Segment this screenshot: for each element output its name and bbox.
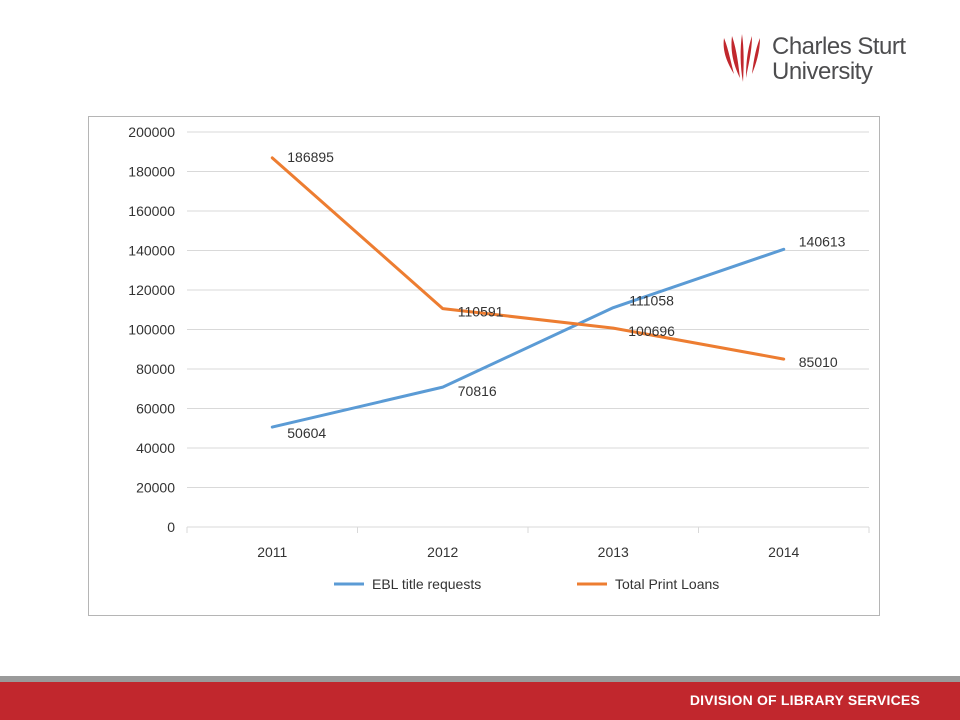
y-tick-label: 200000	[128, 124, 175, 140]
footer-divider	[0, 676, 960, 682]
logo-line-1: Charles Sturt	[772, 33, 906, 60]
y-tick-label: 80000	[136, 361, 175, 377]
y-tick-label: 180000	[128, 164, 175, 180]
flame-logo-icon	[723, 34, 760, 82]
data-label: 140613	[799, 233, 846, 249]
y-tick-label: 100000	[128, 322, 175, 338]
y-tick-label: 120000	[128, 282, 175, 298]
footer-bar: DIVISION OF LIBRARY SERVICES	[0, 682, 960, 720]
data-label: 50604	[287, 425, 326, 441]
legend-label: EBL title requests	[372, 576, 481, 592]
x-tick-label: 2011	[257, 544, 287, 560]
series-line	[270, 156, 786, 361]
data-label: 186895	[287, 149, 334, 165]
university-logo: Charles Sturt University	[718, 34, 938, 94]
legend-label: Total Print Loans	[615, 576, 719, 592]
y-tick-label: 60000	[136, 401, 175, 417]
data-label: 111058	[629, 293, 674, 309]
chart-frame: 0 20000 40000 60000 80000 100000 120000 140000 1…	[88, 116, 880, 616]
y-tick-label: 20000	[136, 480, 175, 496]
y-tick-label: 40000	[136, 440, 175, 456]
x-tick-label: 2014	[768, 544, 799, 560]
data-label: 70816	[458, 383, 497, 399]
logo-text: Charles Sturt University	[772, 34, 906, 84]
series-line	[270, 247, 786, 429]
y-tick-label: 0	[167, 519, 175, 535]
logo-line-2: University	[772, 58, 873, 85]
footer-text: DIVISION OF LIBRARY SERVICES	[689, 692, 920, 708]
x-tick-label: 2012	[427, 544, 458, 560]
data-label: 85010	[799, 354, 838, 370]
data-label: 100696	[628, 323, 675, 339]
x-tick-label: 2013	[598, 544, 629, 560]
y-tick-label: 160000	[128, 203, 175, 219]
y-tick-label: 140000	[128, 243, 175, 259]
data-label: 110591	[458, 304, 504, 320]
line-chart: 0 20000 40000 60000 80000 100000 120000 140000 1…	[128, 124, 870, 592]
